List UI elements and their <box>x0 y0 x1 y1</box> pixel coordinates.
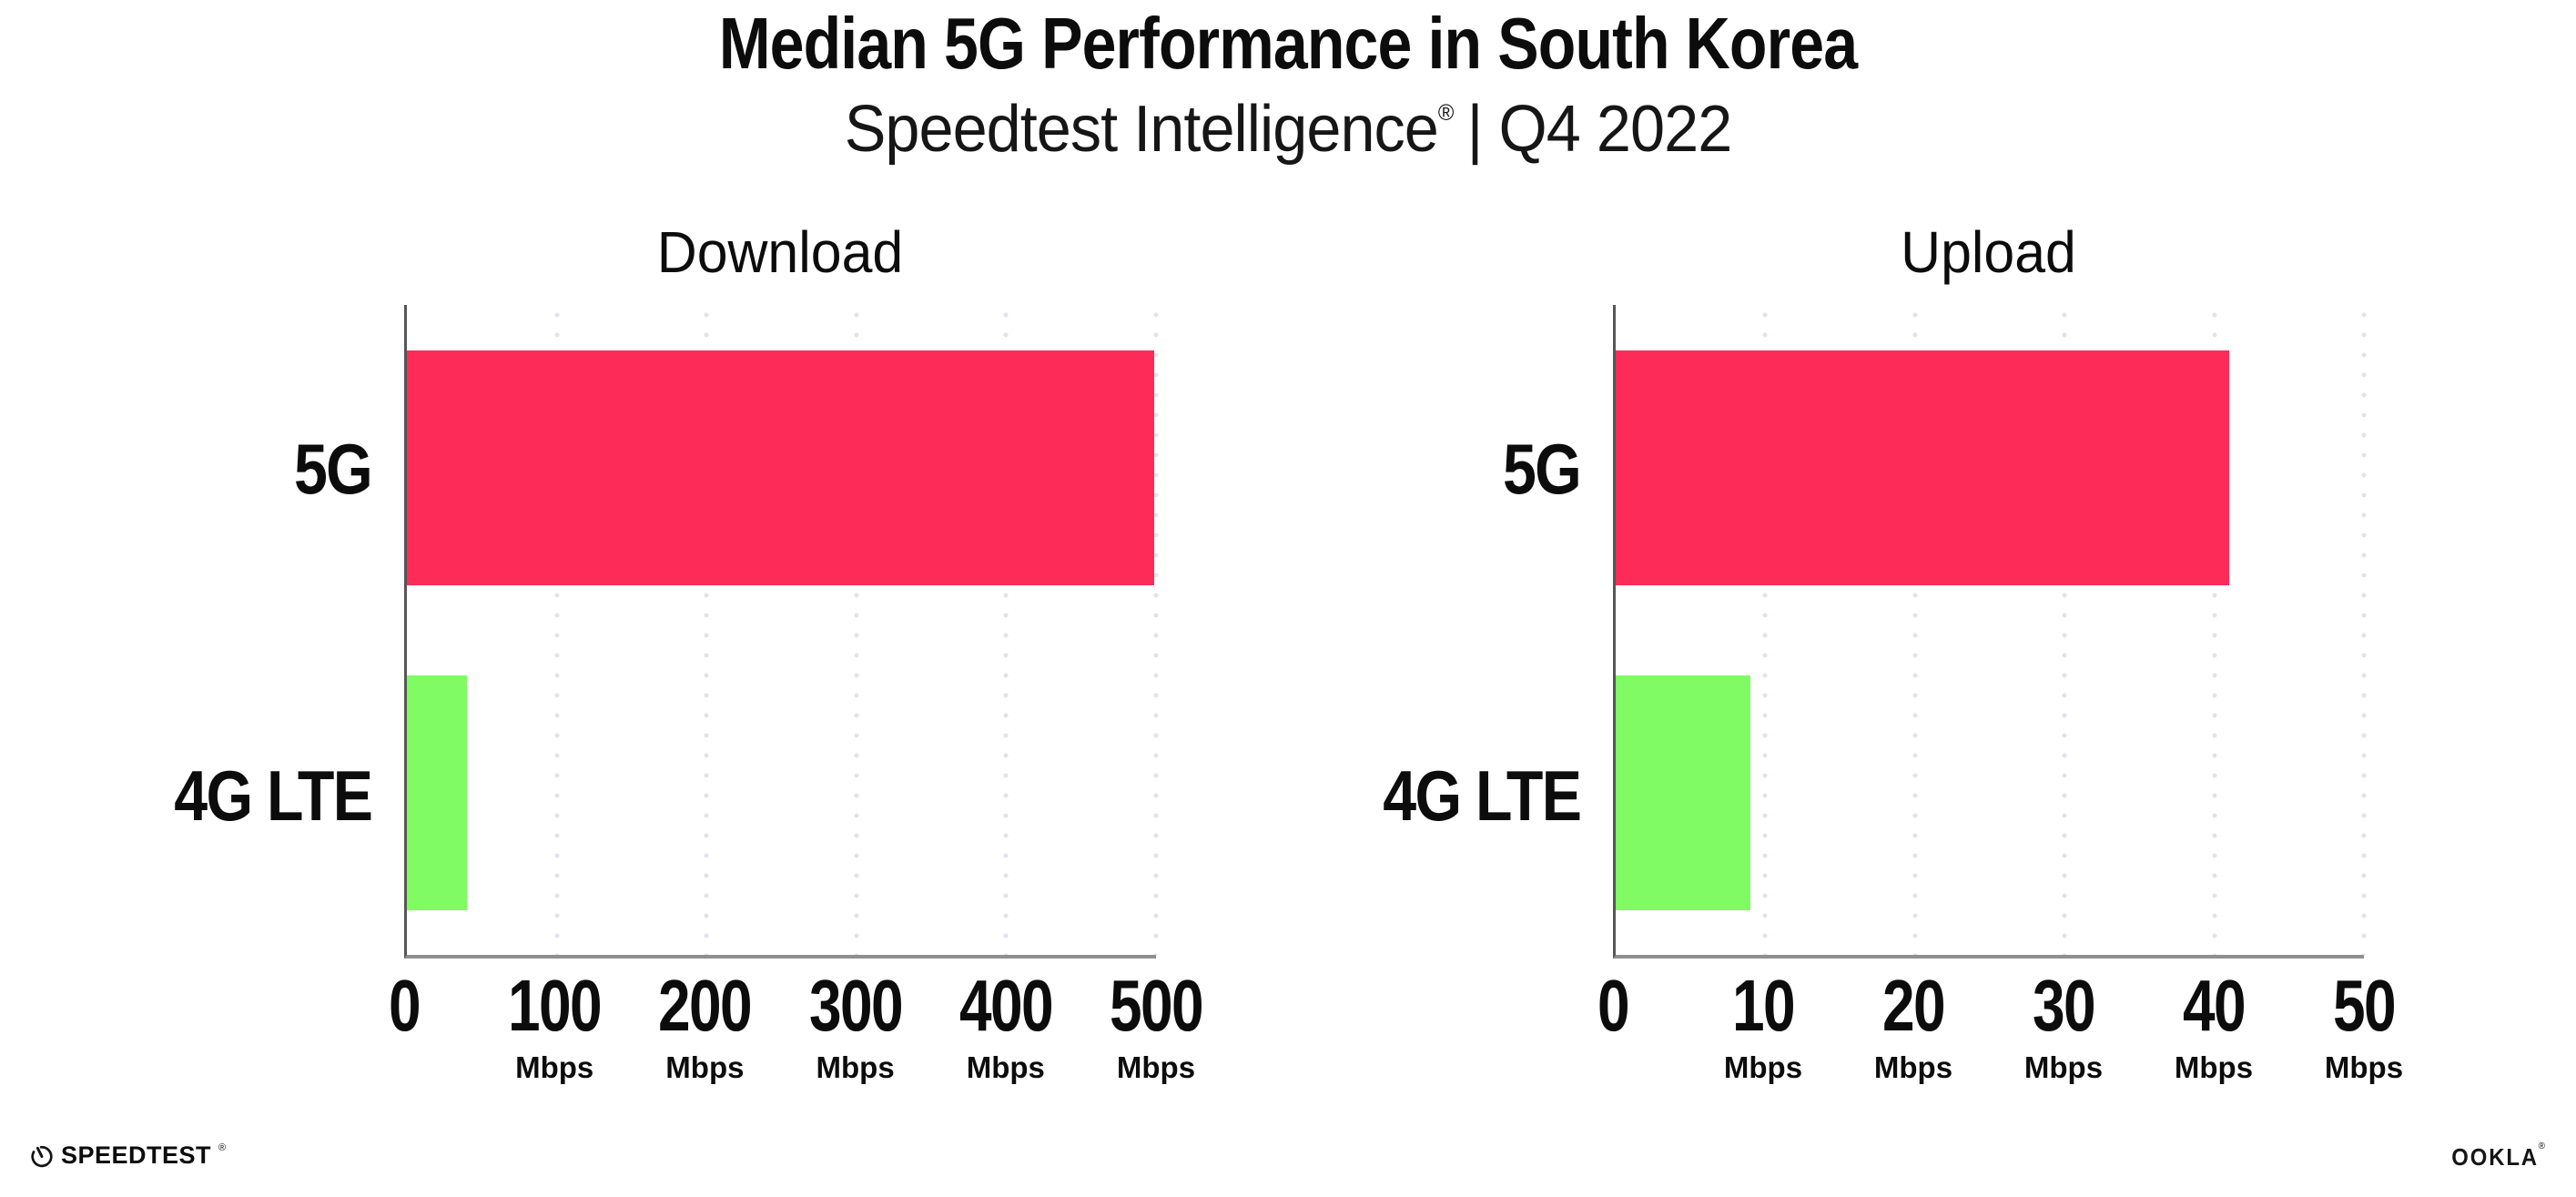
x-tick-value: 0 <box>1597 965 1630 1046</box>
x-tick-unit: Mbps <box>515 1050 594 1084</box>
bar-upload-4g-lte <box>1616 675 1750 910</box>
x-tick-unit: Mbps <box>1873 1050 1953 1084</box>
page-title: Median 5G Performance in South Korea <box>718 3 1858 84</box>
category-label: 4G LTE <box>174 755 373 836</box>
x-tick-20: 20 Mbps <box>1873 965 1953 1084</box>
gridline-400 <box>1003 305 1009 955</box>
gridline-30 <box>2062 305 2067 955</box>
gridline-100 <box>554 305 560 955</box>
x-tick-100: 100 Mbps <box>496 965 612 1084</box>
bar-series <box>1616 305 2364 955</box>
x-tick-unit: Mbps <box>816 1050 895 1084</box>
x-tick-value: 0 <box>389 965 421 1046</box>
category-label-band: 4G LTE <box>1280 632 1582 959</box>
upload-plot-area <box>1613 305 2367 959</box>
x-tick-unit: Mbps <box>2023 1050 2104 1084</box>
category-label-band: 5G <box>1280 305 1582 632</box>
x-tick-400: 400 Mbps <box>948 965 1063 1084</box>
x-tick-value: 10 <box>1732 965 1796 1046</box>
x-tick-unit: Mbps <box>1723 1050 1803 1084</box>
x-tick-unit: Mbps <box>2174 1050 2254 1084</box>
download-chart: Download 5G 4G LTE 0 100 Mbps 200 Mbps 300 Mbps… <box>174 218 1204 1120</box>
upload-chart: Upload 5G 4G LTE 0 10 Mbps 20 Mbps 30 Mbps 40 Mbp… <box>1383 218 2403 1120</box>
download-chart-title: Download <box>656 219 904 285</box>
upload-category-labels: 5G 4G LTE <box>1280 305 1582 959</box>
download-category-labels: 5G 4G LTE <box>71 305 373 959</box>
x-tick-30: 30 Mbps <box>2023 965 2104 1084</box>
speedtest-logo: SPEEDTEST ® <box>30 1141 227 1169</box>
x-tick-unit: Mbps <box>2324 1050 2404 1084</box>
x-tick-10: 10 Mbps <box>1723 965 1803 1084</box>
download-x-axis: 0 100 Mbps 200 Mbps 300 Mbps 400 Mbps 500 Mbps <box>389 965 1204 1120</box>
gridline-10 <box>1762 305 1768 955</box>
category-label-band: 5G <box>71 305 373 632</box>
x-tick-value: 100 <box>508 965 603 1046</box>
bar-download-4g-lte <box>407 675 467 910</box>
ookla-wordmark: OOKLA <box>2451 1143 2539 1171</box>
gridline-40 <box>2212 305 2217 955</box>
category-label-band: 4G LTE <box>71 632 373 959</box>
page-subtitle: Speedtest Intelligence® | Q4 2022 <box>65 96 2512 162</box>
x-tick-0: 0 <box>385 969 424 1042</box>
x-tick-40: 40 Mbps <box>2174 965 2254 1084</box>
gridline-500 <box>1153 305 1159 955</box>
x-tick-300: 300 Mbps <box>797 965 913 1084</box>
gridline-50 <box>2361 305 2367 955</box>
x-tick-value: 40 <box>2183 965 2246 1046</box>
x-tick-500: 500 Mbps <box>1098 965 1213 1084</box>
upload-x-axis: 0 10 Mbps 20 Mbps 30 Mbps 40 Mbps 50 Mbps <box>1597 965 2403 1120</box>
gridline-20 <box>1912 305 1918 955</box>
bar-band <box>1616 630 2364 955</box>
bar-band <box>407 630 1156 955</box>
x-tick-value: 300 <box>808 965 904 1046</box>
download-plot-area <box>404 305 1159 959</box>
registered-mark: ® <box>1437 100 1455 126</box>
x-tick-value: 30 <box>2033 965 2096 1046</box>
speedtest-gauge-icon <box>31 1145 53 1168</box>
gridline-300 <box>854 305 859 955</box>
subtitle-period: | Q4 2022 <box>1466 93 1733 166</box>
x-tick-50: 50 Mbps <box>2324 965 2404 1084</box>
ookla-registered-mark: ® <box>2538 1141 2545 1151</box>
speedtest-registered-mark: ® <box>218 1141 227 1153</box>
bar-band <box>407 305 1156 630</box>
ookla-logo: OOKLA ® <box>2444 1141 2545 1171</box>
x-tick-value: 50 <box>2333 965 2397 1046</box>
x-tick-value: 500 <box>1110 965 1204 1046</box>
category-label: 5G <box>1502 428 1582 509</box>
x-tick-0: 0 <box>1594 969 1633 1042</box>
x-tick-200: 200 Mbps <box>647 965 763 1084</box>
subtitle-brand: Speedtest Intelligence <box>844 93 1439 166</box>
x-tick-unit: Mbps <box>966 1050 1045 1084</box>
x-tick-value: 200 <box>658 965 753 1046</box>
x-tick-value: 20 <box>1882 965 1946 1046</box>
bar-download-5g <box>407 350 1155 585</box>
category-label: 5G <box>293 428 373 509</box>
upload-chart-title: Upload <box>1901 219 2076 285</box>
bar-band <box>1616 305 2364 630</box>
gridline-200 <box>704 305 709 955</box>
category-label: 4G LTE <box>1383 755 1582 836</box>
bar-series <box>407 305 1156 955</box>
speedtest-wordmark: SPEEDTEST <box>61 1141 212 1169</box>
x-tick-value: 400 <box>958 965 1054 1046</box>
x-tick-unit: Mbps <box>665 1050 745 1084</box>
x-tick-unit: Mbps <box>1116 1050 1196 1084</box>
bar-upload-5g <box>1616 350 2230 585</box>
